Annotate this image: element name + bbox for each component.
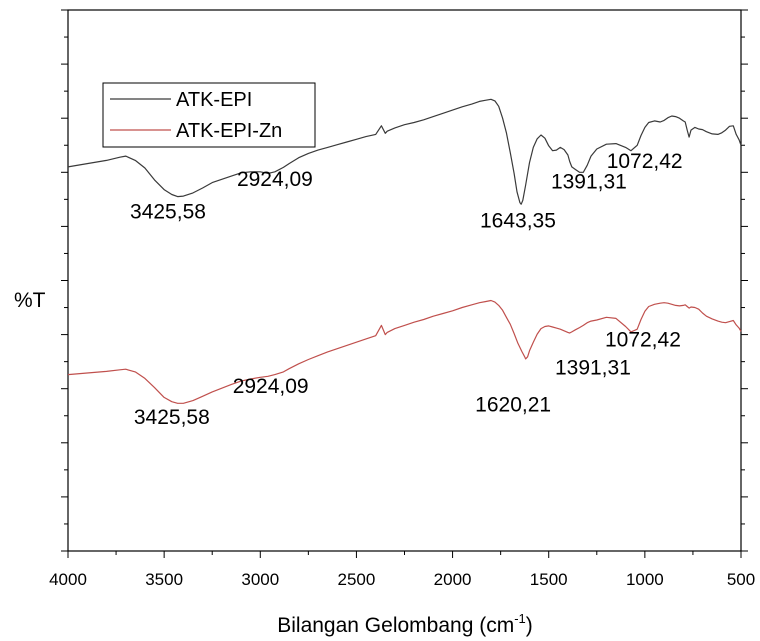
x-tick-label: 1500 (530, 570, 568, 589)
legend-label-atk-epi-zn: ATK-EPI-Zn (176, 120, 282, 142)
series-line-atk-epi-zn (67, 299, 742, 404)
x-tick-label: 2500 (338, 570, 376, 589)
peak-annotation: 1391,31 (551, 171, 627, 194)
peak-annotation: 1072,42 (605, 329, 681, 352)
peak-annotation: 1620,21 (475, 393, 551, 416)
x-tick-label: 500 (727, 570, 755, 589)
peak-annotation: 2924,09 (237, 168, 313, 191)
legend-label-atk-epi: ATK-EPI (176, 89, 252, 111)
x-axis-title: Bilangan Gelombang (cm-1) (277, 611, 533, 637)
peak-annotation: 1391,31 (555, 357, 631, 380)
x-tick-label: 2000 (434, 570, 472, 589)
peak-annotation: 1072,42 (607, 150, 683, 173)
peak-annotation: 3425,58 (130, 200, 206, 223)
y-axis-title: %T (14, 289, 46, 312)
legend-box (102, 82, 316, 148)
x-tick-label: 3000 (241, 570, 279, 589)
peak-annotation: 1643,35 (480, 209, 556, 232)
x-tick-label: 4000 (49, 570, 87, 589)
x-tick-label: 1000 (626, 570, 664, 589)
peak-annotation: 2924,09 (233, 375, 309, 398)
x-axis-title-superscript: -1 (514, 611, 526, 626)
x-tick-label: 3500 (145, 570, 183, 589)
series-line-atk-epi (67, 98, 742, 205)
peak-annotation: 3425,58 (134, 406, 210, 429)
